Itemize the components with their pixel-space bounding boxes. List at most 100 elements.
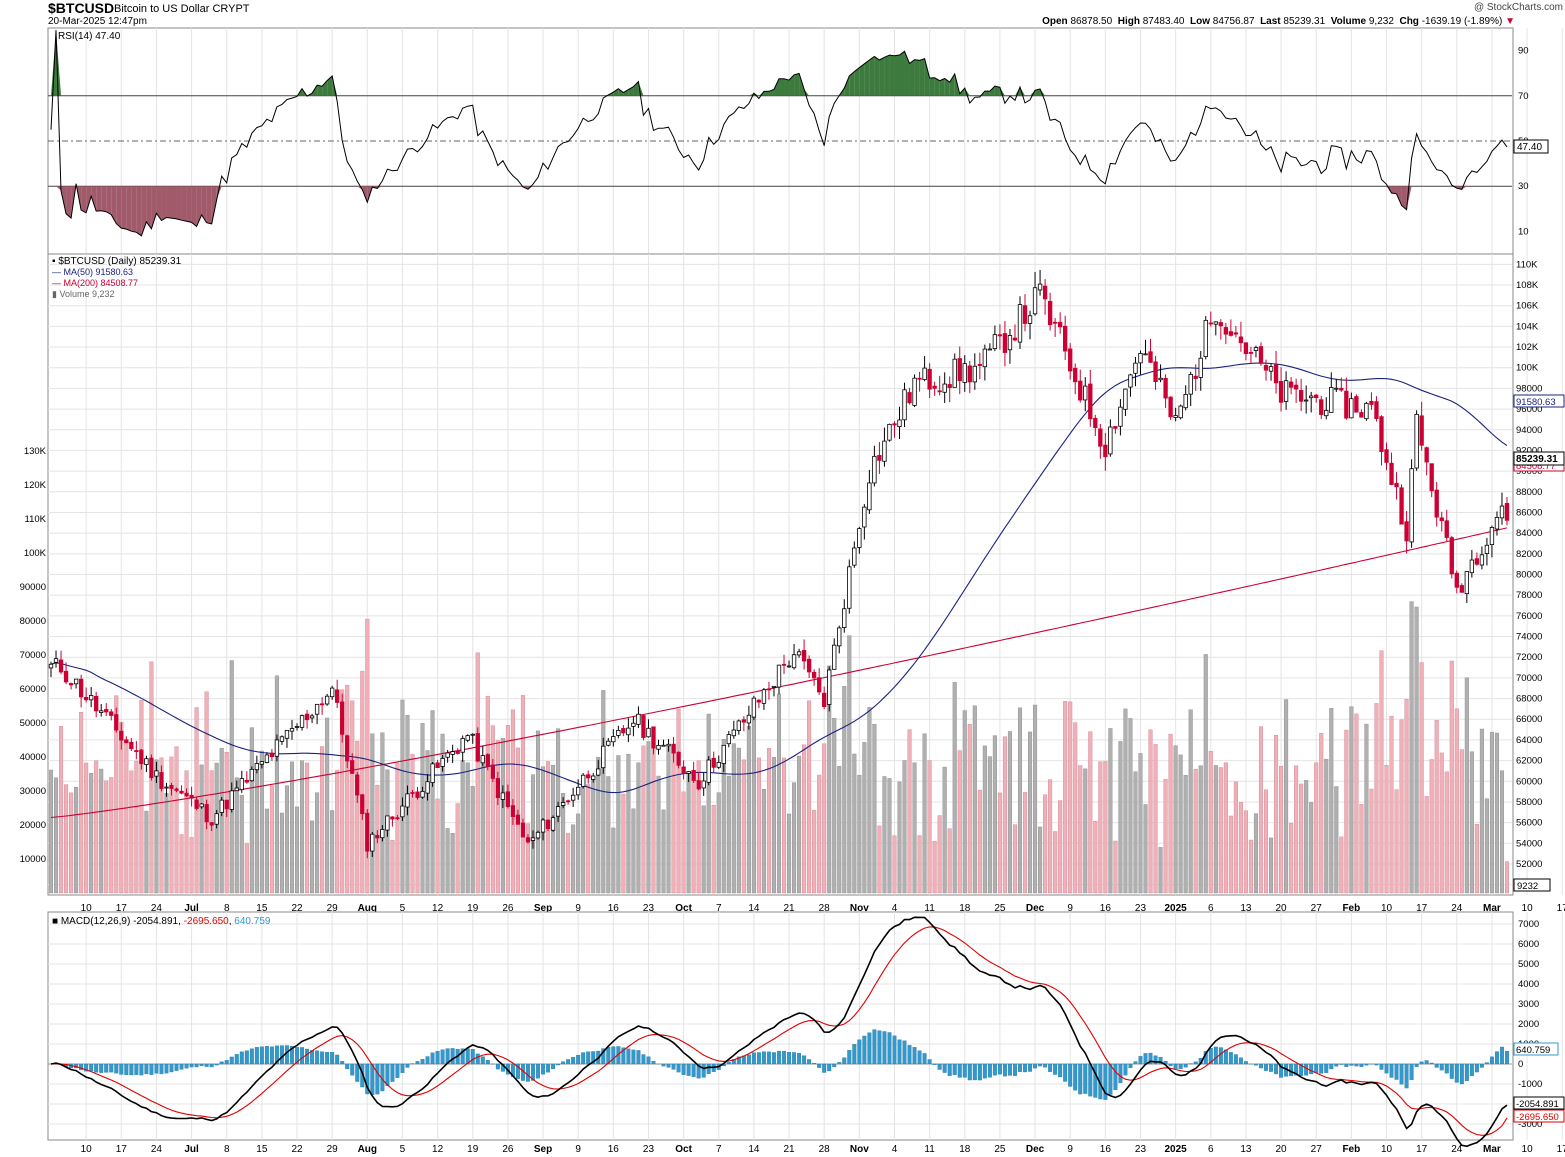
macd-histogram-bar xyxy=(184,1063,189,1069)
volume-bar xyxy=(300,760,305,894)
candle-body xyxy=(1133,362,1138,374)
macd-histogram-bar xyxy=(1148,1052,1153,1065)
macd-histogram-bar xyxy=(470,1049,475,1065)
macd-histogram-bar xyxy=(1309,1063,1314,1075)
candle-body xyxy=(1444,520,1449,538)
date-tick-label: 22 xyxy=(291,903,303,914)
macd-histogram-bar xyxy=(395,1063,400,1078)
signal-tag: -2695.650 xyxy=(1513,1109,1565,1123)
volume-bar xyxy=(1118,741,1123,894)
macd-histogram-bar xyxy=(696,1063,701,1079)
volume-bar xyxy=(1228,815,1233,894)
volume-bar xyxy=(400,699,405,894)
macd-histogram-bar xyxy=(982,1063,987,1079)
date-tick-label: Feb xyxy=(1342,903,1360,914)
candle-body xyxy=(179,790,184,794)
volume-bar xyxy=(1033,704,1038,894)
candle-body xyxy=(1464,571,1470,595)
rsi-oversold-fill xyxy=(196,186,202,227)
candle-body xyxy=(460,738,465,753)
candle-body xyxy=(314,703,320,715)
volume-bar xyxy=(535,730,541,894)
volume-bar xyxy=(822,743,827,894)
candle-body xyxy=(847,566,852,609)
rsi-overbought-fill xyxy=(773,78,779,96)
candle-body xyxy=(1012,337,1018,341)
macd-histogram-bar xyxy=(114,1063,119,1074)
candle-body xyxy=(249,768,254,782)
volume-bar xyxy=(1369,788,1374,894)
volume-bar xyxy=(957,750,962,894)
volume-bar xyxy=(686,772,691,894)
macd-histogram-bar xyxy=(666,1063,671,1068)
candle-body xyxy=(505,791,511,807)
date-axis: 10 10 17 17 24 24 Jul Jul 8 8 15 15 22 22 29 29 Aug Aug 5 5… xyxy=(81,903,1565,1155)
date-tick-label: 4 xyxy=(892,1144,898,1155)
macd-histogram-bar xyxy=(1374,1063,1379,1066)
date-tick-label: 16 xyxy=(1100,903,1112,914)
macd-histogram-bar xyxy=(435,1051,440,1065)
candle-body xyxy=(1103,444,1108,458)
macd-histogram-bar xyxy=(430,1052,435,1065)
macd-histogram-bar xyxy=(1500,1046,1504,1065)
macd-histogram-bar xyxy=(611,1046,616,1065)
macd-histogram-bar xyxy=(290,1045,294,1065)
date-tick-label: Mar xyxy=(1483,1144,1501,1155)
candle-body xyxy=(410,792,415,794)
macd-histogram-bar xyxy=(254,1047,259,1065)
candle-body xyxy=(224,799,229,810)
macd-histogram-bar xyxy=(285,1045,289,1065)
volume-bar xyxy=(139,700,144,894)
quote-summary: Open 86878.50 High 87483.40 Low 84756.87… xyxy=(1042,16,1515,27)
ma50-legend: — MA(50) 91580.63 xyxy=(52,267,133,277)
candle-body xyxy=(1148,351,1153,363)
candle-body xyxy=(144,758,149,765)
candle-body xyxy=(1258,346,1264,364)
candle-body xyxy=(676,751,681,766)
date-tick-label: Nov xyxy=(850,903,869,914)
candle-body xyxy=(1494,517,1500,530)
volume-bar xyxy=(1143,804,1148,894)
candle-body xyxy=(174,788,179,791)
macd-histogram-bar xyxy=(1053,1063,1058,1075)
volume-bar xyxy=(817,774,822,894)
macd-histogram-bar xyxy=(1028,1063,1033,1072)
candle-body xyxy=(887,423,892,441)
volume-bar xyxy=(1389,715,1394,894)
rsi-oversold-fill xyxy=(151,186,157,229)
candle-body xyxy=(1208,322,1213,325)
volume-bar xyxy=(1284,699,1289,894)
volume-bar xyxy=(761,788,766,894)
volume-bar xyxy=(992,735,997,894)
macd-histogram-bar xyxy=(1329,1063,1334,1070)
macd-histogram-bar xyxy=(1364,1063,1369,1066)
macd-histogram-bar xyxy=(1238,1057,1243,1065)
candle-body xyxy=(781,663,787,666)
volume-bar xyxy=(1354,713,1359,894)
macd-histogram-bar xyxy=(1073,1063,1078,1091)
volume-bar xyxy=(1429,759,1434,894)
candle-body xyxy=(696,780,701,790)
candle-body xyxy=(355,774,360,796)
candle-body xyxy=(1158,377,1163,381)
volume-bar xyxy=(1349,706,1354,894)
candle-body xyxy=(706,759,711,783)
rsi-oversold-fill xyxy=(211,186,217,224)
candle-body xyxy=(746,714,752,724)
volume-bar xyxy=(827,665,832,894)
macd-histogram-bar xyxy=(174,1063,179,1071)
candle-body xyxy=(48,663,54,669)
volume-bar xyxy=(1223,762,1228,894)
candle-body xyxy=(1374,401,1379,419)
candle-body xyxy=(982,348,988,368)
macd-histogram-bar xyxy=(897,1039,902,1065)
candle-body xyxy=(1293,384,1299,390)
candle-body xyxy=(957,358,962,382)
price-tick-label: 90000 xyxy=(1516,466,1542,477)
volume-bar xyxy=(84,762,89,894)
date-tick-label: 8 xyxy=(224,1144,230,1155)
rsi-oversold-fill xyxy=(1391,186,1397,194)
macd-histogram-bar xyxy=(269,1046,274,1065)
date-tick-label: Jul xyxy=(184,903,199,914)
macd-histogram-bar xyxy=(566,1059,571,1065)
